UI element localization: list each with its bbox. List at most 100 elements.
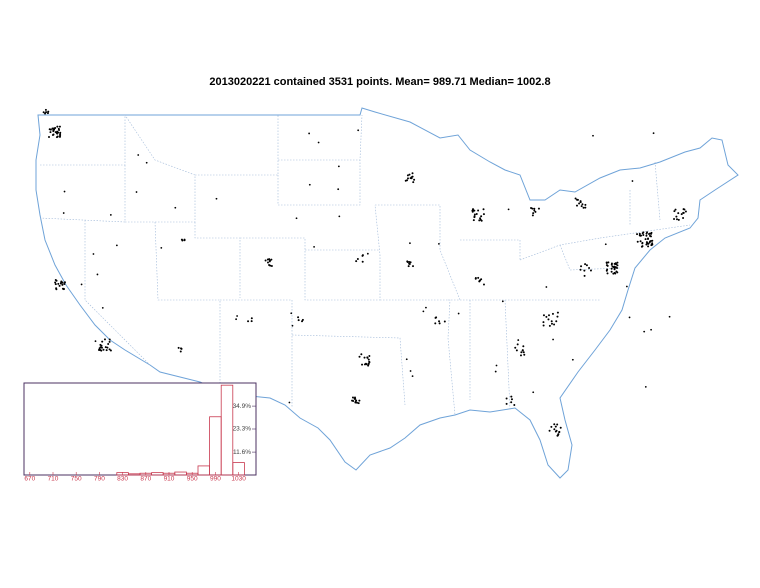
station-dot	[612, 272, 615, 275]
station-dot	[367, 358, 370, 361]
station-dot	[648, 241, 651, 244]
station-dot	[574, 197, 577, 200]
station-dot	[639, 240, 642, 243]
station-dot	[108, 340, 111, 343]
station-dot	[60, 281, 63, 284]
station-dot	[58, 135, 61, 138]
station-dot	[477, 276, 480, 279]
x-tick-label: 750	[71, 476, 82, 483]
station-dot	[530, 207, 533, 210]
station-dot	[472, 219, 475, 222]
station-dot	[183, 239, 186, 242]
station-dot	[640, 234, 643, 237]
station-dot	[478, 280, 481, 283]
station-dot	[413, 178, 416, 181]
station-dot	[616, 261, 619, 264]
station-dot	[308, 132, 311, 135]
station-dot	[44, 108, 47, 111]
station-dot	[625, 285, 628, 288]
station-dot	[647, 245, 650, 248]
station-dot	[360, 353, 363, 356]
station-dot	[614, 272, 617, 275]
station-dot	[61, 283, 64, 286]
station-dot	[605, 261, 608, 264]
station-dot	[411, 172, 414, 175]
station-dot	[482, 283, 485, 286]
station-dot	[270, 258, 273, 261]
station-dot	[510, 398, 513, 401]
station-dot	[682, 211, 685, 214]
station-dot	[52, 128, 55, 131]
station-dot	[606, 272, 609, 275]
station-dot	[495, 364, 498, 367]
station-dot	[179, 350, 182, 353]
station-dot	[482, 213, 485, 216]
station-dot	[677, 212, 680, 215]
station-dot	[48, 128, 51, 131]
station-dot	[107, 343, 110, 346]
station-dot	[102, 348, 105, 351]
station-dot	[337, 165, 340, 168]
x-tick-label: 670	[24, 476, 35, 483]
station-dot	[645, 232, 648, 235]
station-dot	[411, 375, 414, 378]
station-dot	[553, 323, 556, 326]
station-dot	[108, 348, 111, 351]
station-dot	[57, 282, 60, 285]
station-dot	[610, 267, 613, 270]
histogram-bar	[220, 384, 234, 476]
station-dot	[640, 245, 643, 248]
station-dot	[584, 203, 587, 206]
station-dot	[579, 201, 582, 204]
station-dot	[308, 183, 311, 186]
station-dot	[547, 314, 550, 317]
station-dot	[54, 279, 57, 282]
station-dot	[408, 263, 411, 266]
station-dot	[55, 288, 58, 291]
station-dot	[58, 128, 61, 131]
station-dot	[361, 254, 364, 257]
x-tick-label: 910	[164, 476, 175, 483]
station-dot	[357, 402, 360, 405]
station-dot	[616, 271, 619, 274]
station-dot	[473, 213, 476, 216]
x-tick-label: 950	[187, 476, 198, 483]
station-dot	[405, 358, 408, 361]
station-dot	[675, 215, 678, 218]
station-dot	[553, 428, 556, 431]
station-dot	[548, 324, 551, 327]
station-dot	[547, 318, 550, 321]
station-dot	[56, 125, 59, 128]
station-dot	[551, 312, 554, 315]
station-dot	[673, 210, 676, 213]
station-dot	[104, 346, 107, 349]
station-dot	[575, 204, 578, 207]
station-dot	[365, 363, 368, 366]
station-dot	[578, 202, 581, 205]
station-dot	[542, 321, 545, 324]
station-dot	[579, 268, 582, 271]
station-dot	[645, 241, 648, 244]
station-dot	[641, 242, 644, 245]
station-dot	[406, 260, 409, 263]
station-dot	[522, 351, 525, 354]
station-dot	[647, 237, 650, 240]
station-dot	[576, 198, 579, 201]
station-dot	[645, 234, 648, 237]
station-dot	[479, 217, 482, 220]
station-dot	[291, 324, 294, 327]
station-dot	[353, 396, 356, 399]
station-dot	[115, 244, 118, 247]
station-dot	[643, 330, 646, 333]
station-dot	[52, 133, 55, 136]
station-dot	[642, 234, 645, 237]
station-dot	[482, 208, 485, 211]
station-dots	[42, 108, 687, 437]
station-dot	[62, 212, 65, 214]
station-dot	[520, 351, 523, 354]
station-dot	[554, 430, 557, 433]
station-dot	[571, 358, 574, 361]
station-dot	[45, 111, 48, 114]
station-dot	[581, 203, 584, 206]
station-dot	[605, 269, 608, 272]
